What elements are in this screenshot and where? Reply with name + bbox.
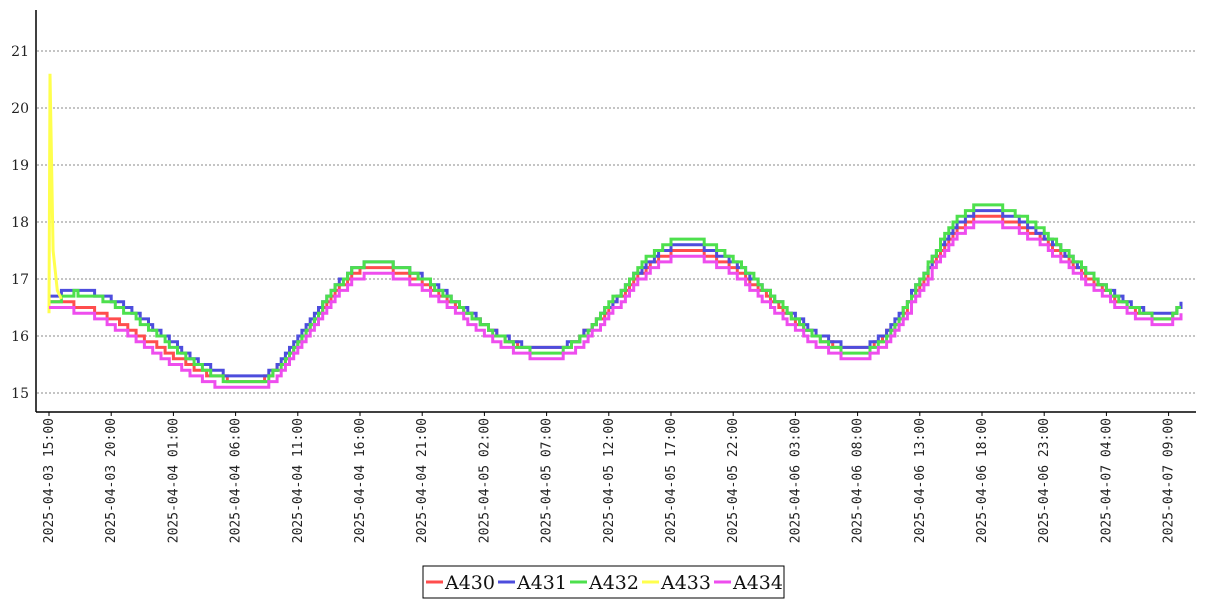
y-tick-label: 16 — [11, 329, 29, 345]
y-tick-label: 15 — [11, 386, 29, 402]
series-line-a430 — [49, 214, 1181, 384]
series-line-a433 — [47, 73, 63, 314]
legend-label: A433 — [660, 572, 711, 594]
series-line-a432 — [49, 203, 1181, 384]
x-tick-label: 2025-04-07 09:00 — [1162, 418, 1177, 543]
x-tick-label: 2025-04-04 16:00 — [353, 418, 368, 543]
legend-label: A434 — [732, 572, 783, 594]
x-tick-label: 2025-04-05 17:00 — [664, 418, 679, 543]
x-tick-label: 2025-04-04 21:00 — [415, 418, 430, 543]
series-line-a434 — [49, 220, 1183, 389]
y-tick-label: 17 — [11, 272, 29, 288]
series-lines — [47, 73, 1183, 389]
legend: A430 A431 A432 A433 A434 — [422, 565, 785, 599]
legend-label: A432 — [588, 572, 639, 594]
x-tick-label: 2025-04-07 04:00 — [1099, 418, 1114, 543]
x-tick-label: 2025-04-06 03:00 — [788, 418, 803, 543]
x-tick-label: 2025-04-04 06:00 — [229, 418, 244, 543]
y-tick-label: 20 — [11, 101, 29, 117]
legend-label: A431 — [516, 572, 567, 594]
x-tick-label: 2025-04-05 02:00 — [477, 418, 492, 543]
x-tick-label: 2025-04-05 07:00 — [540, 418, 555, 543]
x-tick-label: 2025-04-06 08:00 — [851, 418, 866, 543]
y-tick-label: 18 — [11, 215, 29, 231]
x-tick-label: 2025-04-06 18:00 — [975, 418, 990, 543]
x-tick-label: 2025-04-04 11:00 — [291, 418, 306, 543]
x-tick-label: 2025-04-06 13:00 — [913, 418, 928, 543]
y-tick-label: 19 — [11, 158, 29, 174]
x-tick-label: 2025-04-05 22:00 — [726, 418, 741, 543]
x-tick-label: 2025-04-06 23:00 — [1037, 418, 1052, 543]
series-line-a431 — [49, 209, 1183, 378]
x-tick-label: 2025-04-05 12:00 — [602, 418, 617, 543]
x-tick-labels: 2025-04-03 15:00 2025-04-03 20:00 2025-04-… — [42, 412, 1177, 543]
x-tick-label: 2025-04-04 01:00 — [166, 418, 181, 543]
axes — [35, 10, 1196, 413]
x-tick-label: 2025-04-03 15:00 — [42, 418, 57, 543]
y-tick-labels: 15 16 17 18 19 20 21 — [11, 44, 29, 402]
x-tick-label: 2025-04-03 20:00 — [104, 418, 119, 543]
y-tick-label: 21 — [11, 44, 29, 60]
legend-label: A430 — [444, 572, 495, 594]
